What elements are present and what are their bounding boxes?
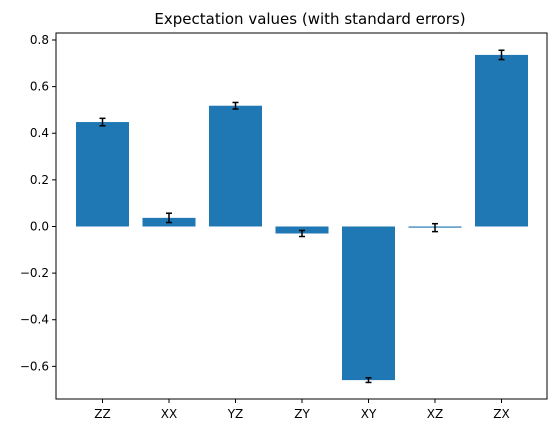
bar-zz — [76, 122, 129, 227]
y-tick-label-6: 0.6 — [30, 80, 49, 94]
y-tick-label-7: 0.8 — [30, 33, 49, 47]
y-tick-label-1: −0.4 — [20, 313, 49, 327]
plot-area: ZZ XX YZ ZY XY XZ ZX −0.6 −0.4 −0.2 0.0 0.2 0.4 0.6 0.… — [20, 32, 548, 421]
axes-frame — [55, 32, 548, 400]
bar-xy — [342, 226, 395, 381]
x-tick-label-xy: XY — [361, 407, 377, 421]
y-tick-label-3: 0.0 — [30, 219, 49, 233]
y-tick-label-4: 0.2 — [30, 173, 49, 187]
x-tick-label-zx: ZX — [493, 407, 509, 421]
bar-yz — [209, 105, 262, 227]
x-tick-label-xz: XZ — [427, 407, 443, 421]
y-tick-label-2: −0.2 — [20, 266, 49, 280]
x-tick-label-xx: XX — [161, 407, 177, 421]
y-tick-label-0: −0.6 — [20, 359, 49, 373]
x-tick-label-zz: ZZ — [94, 407, 110, 421]
chart-title: Expectation values (with standard errors… — [154, 10, 465, 28]
y-tick-label-5: 0.4 — [30, 126, 49, 140]
bar-zx — [475, 54, 528, 227]
x-tick-label-yz: YZ — [227, 407, 244, 421]
x-tick-label-zy: ZY — [294, 407, 310, 421]
